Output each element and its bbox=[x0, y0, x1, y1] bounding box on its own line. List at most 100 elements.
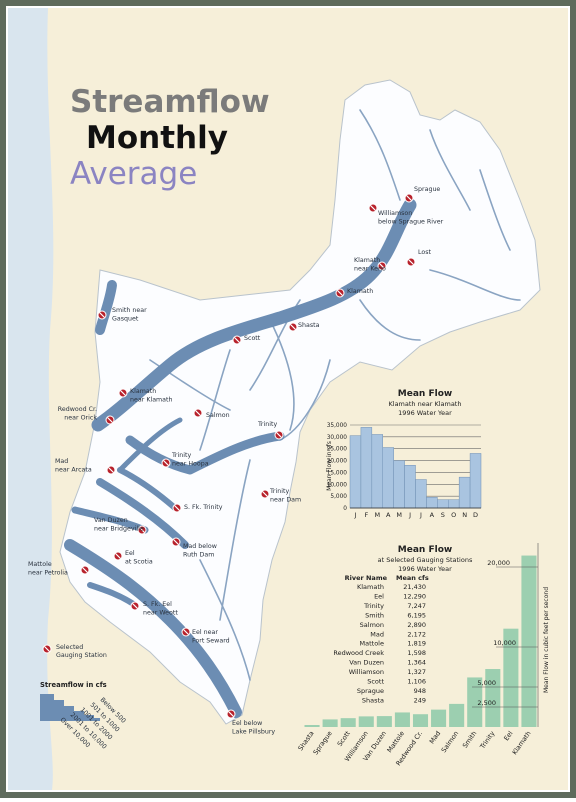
gauging-station-cross bbox=[379, 263, 385, 269]
table-cell: Redwood Creek bbox=[333, 649, 384, 657]
table-cell: Trinity bbox=[363, 602, 384, 610]
station-label: Smith near bbox=[112, 307, 147, 314]
station-label: Salmon bbox=[206, 412, 230, 419]
station-label: Mattole bbox=[28, 561, 52, 568]
bar bbox=[393, 460, 405, 509]
y-axis-label: Mean Flow in cubic feet per second bbox=[543, 587, 550, 693]
station-label: Mad bbox=[55, 458, 68, 465]
table-cell: 21,430 bbox=[403, 583, 426, 591]
table-cell: Shasta bbox=[362, 696, 384, 704]
table-cell: Mattole bbox=[360, 640, 384, 648]
table-cell: 2,172 bbox=[407, 630, 426, 638]
legend-title: Streamflow in cfs bbox=[40, 681, 107, 689]
gauging-station-cross bbox=[276, 432, 282, 438]
bar bbox=[304, 725, 320, 727]
station-label: Klamath bbox=[354, 257, 380, 264]
gauging-station-cross bbox=[132, 603, 138, 609]
table-cell: 12,290 bbox=[403, 592, 426, 600]
bar bbox=[376, 716, 392, 727]
station-label: Fort Seward bbox=[192, 638, 230, 645]
bar bbox=[371, 434, 384, 509]
chart-subtitle: 1996 Water Year bbox=[398, 409, 452, 417]
table-header: Mean cfs bbox=[396, 574, 429, 582]
station-label: near Arcata bbox=[55, 467, 92, 474]
station-label: Eel near bbox=[192, 629, 218, 636]
table-cell: Salmon bbox=[360, 621, 384, 629]
y-tick-label: 10,000 bbox=[493, 639, 516, 647]
x-tick-label: M bbox=[396, 511, 402, 519]
gauging-station-cross bbox=[174, 505, 180, 511]
station-label: Redwood Cr. bbox=[58, 406, 97, 413]
station-label: Eel bbox=[125, 550, 135, 557]
chart-subtitle: Klamath near Klamath bbox=[389, 400, 462, 408]
title-line: Monthly bbox=[86, 120, 228, 156]
y-tick-label: 15,000 bbox=[327, 470, 348, 476]
bar bbox=[404, 465, 416, 509]
station-label: near Petrolia bbox=[28, 570, 68, 577]
station-label: Trinity bbox=[171, 452, 191, 459]
gauging-station-cross bbox=[370, 205, 376, 211]
table-cell: 1,106 bbox=[407, 678, 426, 686]
station-label: Van Duzen bbox=[94, 517, 128, 524]
station-label: Klamath bbox=[130, 388, 156, 395]
station-label: near Keno bbox=[354, 266, 386, 273]
station-label: near Bridgeville bbox=[94, 526, 144, 533]
bar bbox=[415, 479, 427, 509]
table-cell: 6,195 bbox=[407, 611, 426, 619]
bar bbox=[322, 719, 338, 727]
table-cell: 7,247 bbox=[407, 602, 426, 610]
station-label: Trinity bbox=[269, 488, 289, 495]
gauging-station-cross bbox=[107, 417, 113, 423]
x-tick-label: J bbox=[408, 511, 411, 519]
station-label: below Sprague River bbox=[378, 219, 444, 226]
gauging-station-cross bbox=[290, 324, 296, 330]
bar bbox=[349, 435, 362, 509]
bar bbox=[521, 555, 537, 727]
y-tick-label: 5,000 bbox=[477, 679, 496, 687]
table-cell: Klamath bbox=[357, 583, 384, 591]
bar bbox=[449, 703, 465, 727]
station-label: Sprague bbox=[414, 186, 440, 193]
station-label: Mad below bbox=[183, 543, 217, 550]
bar bbox=[426, 497, 438, 509]
table-cell: Sprague bbox=[357, 687, 384, 695]
bar bbox=[437, 499, 449, 509]
station-label: Klamath bbox=[347, 288, 373, 295]
table-cell: 2,890 bbox=[407, 621, 426, 629]
table-cell: 1,364 bbox=[407, 659, 426, 667]
gauging-station-cross bbox=[337, 290, 343, 296]
station-label: Ruth Dam bbox=[183, 552, 214, 559]
station-label: Eel below bbox=[232, 720, 262, 727]
watershed bbox=[59, 79, 541, 725]
station-label: S. Fk. Eel bbox=[143, 601, 172, 608]
gauging-station-cross bbox=[183, 629, 189, 635]
bar bbox=[503, 628, 519, 727]
y-tick-label: 30,000 bbox=[327, 435, 348, 441]
gauging-station-cross bbox=[408, 259, 414, 265]
rivers bbox=[64, 198, 417, 718]
legend-label: Selected bbox=[56, 644, 83, 651]
x-tick-label: D bbox=[473, 511, 478, 519]
table-cell: Eel bbox=[374, 592, 384, 600]
table-cell: Scott bbox=[367, 678, 384, 686]
gauging-station-cross bbox=[139, 527, 145, 533]
x-tick-label: A bbox=[430, 511, 435, 519]
gauging-station-cross bbox=[82, 567, 88, 573]
gauging-station-cross bbox=[262, 491, 268, 497]
table-cell: 1,598 bbox=[407, 649, 426, 657]
bar bbox=[458, 476, 471, 509]
table-cell: Smith bbox=[365, 611, 384, 619]
station-label: Trinity bbox=[257, 421, 277, 428]
x-tick-label: N bbox=[462, 511, 467, 519]
bar bbox=[448, 499, 460, 509]
gauging-station-cross bbox=[195, 410, 201, 416]
bar bbox=[382, 447, 394, 509]
y-axis-label: Mean Flow in cfs bbox=[326, 441, 333, 491]
x-tick-label: F bbox=[365, 511, 369, 519]
chart-subtitle: 1996 Water Year bbox=[398, 565, 452, 573]
y-tick-label: 10,000 bbox=[327, 482, 348, 488]
x-tick-label: J bbox=[353, 511, 356, 519]
table-cell: 948 bbox=[414, 687, 426, 695]
station-label: S. Fk. Trinity bbox=[184, 504, 223, 511]
